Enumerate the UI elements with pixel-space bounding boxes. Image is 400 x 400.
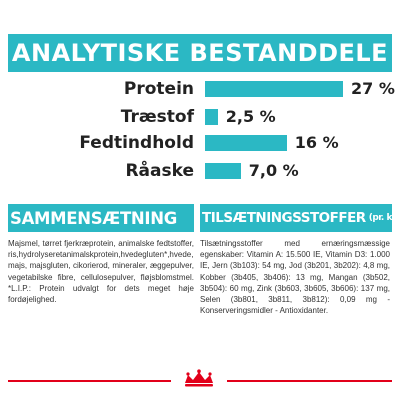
bar-row: Råaske 7,0 %: [0, 158, 400, 184]
bar-category-label: Råaske: [125, 161, 194, 181]
bar: [205, 81, 343, 97]
additives-heading-text: TILSÆTNINGSSTOFFER: [202, 210, 366, 226]
royal-canin-crown-logo-icon: [171, 366, 227, 392]
additives-heading-unit: (pr. kg): [368, 213, 400, 223]
bar-row: Protein 27 %: [0, 76, 400, 102]
bar-value-label: 2,5 %: [225, 107, 276, 126]
bar-row: Træstof 2,5 %: [0, 104, 400, 130]
bar-category-label: Træstof: [120, 107, 194, 127]
section-title-text: ANALYTISKE BESTANDDELE: [11, 39, 389, 67]
additives-heading: TILSÆTNINGSSTOFFER (pr. kg): [200, 204, 400, 232]
composition-heading-text: SAMMENSÆTNING: [10, 208, 178, 228]
bar: [205, 109, 218, 125]
composition-heading: SAMMENSÆTNING: [8, 204, 194, 232]
bar-category-label: Protein: [123, 79, 194, 99]
bar-value-label: 7,0 %: [248, 161, 299, 180]
section-title: ANALYTISKE BESTANDDELE: [8, 34, 392, 72]
bar-category-label: Fedtindhold: [79, 133, 194, 153]
bar: [205, 135, 287, 151]
additives-text: Tilsætningsstoffer med ernæringsmæssige …: [200, 239, 390, 316]
bar-row: Fedtindhold 16 %: [0, 130, 400, 156]
composition-text: Majsmel, tørret fjerkræprotein, animalsk…: [8, 239, 194, 305]
bar-value-label: 27 %: [351, 79, 395, 98]
bar-value-label: 16 %: [294, 133, 339, 152]
analytical-constituents-chart: Protein 27 % Træstof 2,5 % Fedtindhold 16 % Rå…: [0, 76, 400, 196]
bar: [205, 163, 241, 179]
